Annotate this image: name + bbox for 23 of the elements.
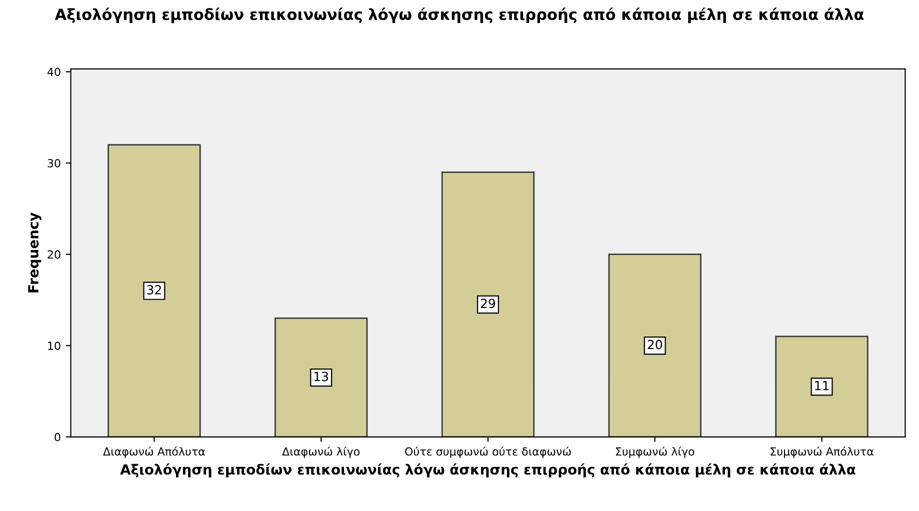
x-tick-label: Διαφωνώ λίγο: [282, 446, 360, 458]
bar: [441, 171, 535, 437]
x-axis-title: Αξιολόγηση εμποδίων επικοινωνίας λόγω άσκησης επιρροής από κάποια μέλη σε κάποια άλλα: [120, 463, 856, 478]
bar: [775, 336, 868, 437]
data-label: 20: [648, 340, 662, 350]
y-tick-label: 40: [47, 68, 60, 76]
y-tick-label: 0: [54, 432, 60, 442]
x-tick-label: Ούτε συμφωνώ ούτε διαφωνώ: [405, 446, 571, 458]
y-tick-label: 30: [48, 158, 60, 168]
data-label: 32: [147, 285, 161, 294]
x-tick-label: Διαφωνώ Απόλυτα: [103, 446, 205, 458]
x-tick-label: Συμφωνώ λίγο: [616, 446, 694, 458]
bar: [608, 254, 702, 437]
bar: [274, 318, 368, 437]
x-tick-label: Συμφωνώ Απόλυτα: [770, 446, 874, 458]
data-label: 29: [480, 298, 496, 308]
bar: [108, 144, 201, 437]
y-tick-label: 20: [48, 250, 60, 259]
chart-title: Αξιολόγηση εμποδίων επικοινωνίας λόγω άσκησης επιρροής από κάποια μέλη σε κάποια άλλα: [54, 8, 864, 24]
data-label: 11: [815, 381, 829, 390]
y-axis-title: Frequency: [28, 212, 42, 292]
y-tick-label: 10: [48, 342, 60, 350]
data-label: 13: [314, 372, 328, 382]
